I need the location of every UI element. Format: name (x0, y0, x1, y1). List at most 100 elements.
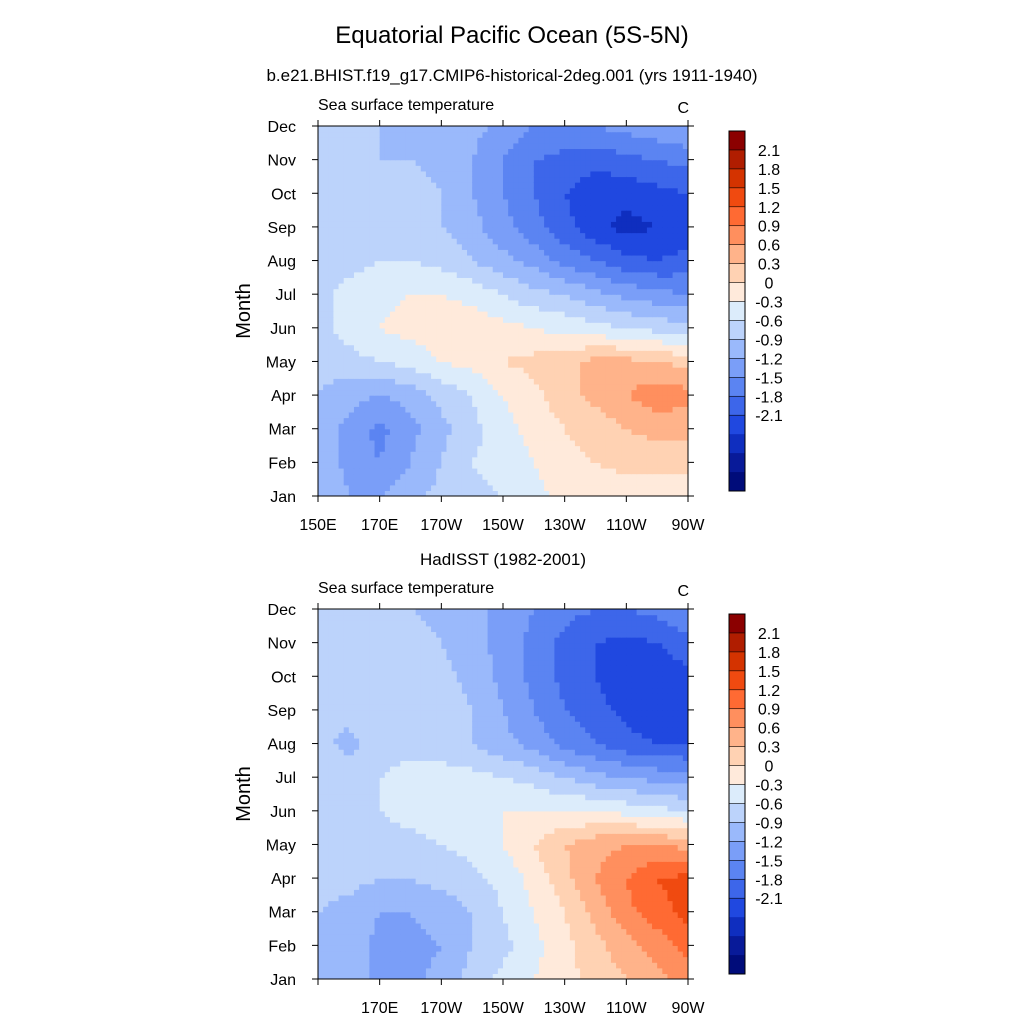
contour-cell (538, 165, 545, 172)
contour-cell (436, 344, 442, 351)
contour-cell (677, 355, 684, 363)
contour-cell (446, 277, 453, 284)
contour-cell (621, 238, 627, 245)
contour-cell (364, 182, 370, 189)
contour-cell (338, 221, 345, 228)
contour-cell (405, 333, 412, 340)
contour-cell (451, 316, 458, 323)
contour-cell (477, 176, 484, 183)
contour-cell (549, 406, 555, 413)
contour-cell (544, 221, 550, 228)
contour-cell (420, 226, 427, 234)
contour-cell (436, 187, 442, 194)
contour-cell (580, 316, 586, 323)
contour-cell (544, 142, 550, 150)
contour-cell (569, 423, 576, 430)
contour-cell (554, 484, 561, 491)
contour-cell (564, 271, 571, 278)
contour-cell (508, 423, 514, 430)
contour-cell (348, 490, 355, 496)
contour-cell (646, 378, 653, 385)
contour-cell (492, 260, 499, 267)
contour-cell (456, 243, 463, 250)
contour-cell (353, 322, 360, 329)
contour-cell (503, 187, 509, 194)
contour-cell (672, 187, 679, 194)
contour-cell (446, 165, 453, 172)
x-tick-label: 170E (361, 517, 398, 534)
contour-cell (544, 344, 550, 351)
contour-cell (384, 945, 391, 952)
contour-cell (446, 417, 453, 424)
contour-cell (662, 428, 669, 435)
contour-cell (616, 383, 622, 391)
contour-cell (384, 967, 391, 974)
contour-cell (677, 288, 684, 295)
contour-cell (497, 473, 504, 480)
contour-cell (343, 950, 350, 958)
colorbar-swatch (729, 396, 745, 416)
contour-cell (425, 344, 432, 351)
contour-cell (472, 423, 478, 430)
contour-cell (487, 395, 494, 402)
contour-cell (508, 439, 514, 447)
contour-cell (544, 372, 550, 379)
contour-cell (580, 467, 586, 475)
contour-cell (436, 479, 442, 486)
contour-cell (672, 372, 679, 379)
contour-cell (518, 451, 525, 458)
contour-cell (528, 350, 535, 357)
contour-cell (374, 316, 381, 323)
contour-cell (646, 417, 653, 424)
contour-cell (626, 232, 633, 239)
contour-cell (343, 238, 350, 245)
contour-cell (528, 484, 535, 491)
contour-cell (425, 428, 432, 435)
contour-cell (318, 154, 324, 161)
contour-cell (420, 176, 427, 183)
contour-cell (497, 198, 504, 206)
contour-cell (323, 967, 329, 974)
contour-cell (518, 367, 525, 374)
contour-cell (621, 490, 627, 496)
contour-cell (538, 355, 545, 363)
contour-cell (318, 417, 324, 424)
contour-cell (518, 428, 525, 435)
contour-cell (605, 254, 612, 262)
contour-cell (682, 204, 688, 211)
contour-cell (503, 238, 509, 245)
contour-cell (682, 490, 688, 496)
contour-cell (420, 350, 427, 357)
contour-cell (657, 389, 663, 396)
contour-cell (533, 221, 540, 228)
contour-cell (436, 389, 442, 396)
contour-cell (405, 249, 412, 256)
contour-cell (456, 417, 463, 424)
contour-cell (389, 395, 396, 402)
contour-cell (333, 950, 340, 958)
contour-cell (420, 406, 427, 413)
contour-cell (682, 299, 688, 306)
contour-cell (451, 355, 458, 363)
contour-cell (610, 299, 617, 306)
contour-cell (333, 238, 340, 245)
contour-cell (662, 271, 669, 278)
contour-cell (446, 204, 453, 211)
contour-cell (477, 243, 484, 250)
contour-cell (446, 182, 453, 189)
contour-cell (333, 945, 340, 952)
contour-cell (441, 372, 448, 379)
contour-cell (574, 339, 581, 346)
contour-cell (472, 484, 478, 491)
contour-cell (328, 254, 335, 262)
contour-cell (503, 277, 509, 284)
contour-cell (410, 456, 417, 463)
contour-cell (503, 232, 509, 239)
contour-cell (338, 451, 345, 458)
contour-cell (359, 344, 365, 351)
contour-cell (605, 434, 612, 441)
contour-cell (667, 327, 674, 335)
contour-cell (456, 198, 463, 206)
contour-cell (446, 193, 453, 200)
